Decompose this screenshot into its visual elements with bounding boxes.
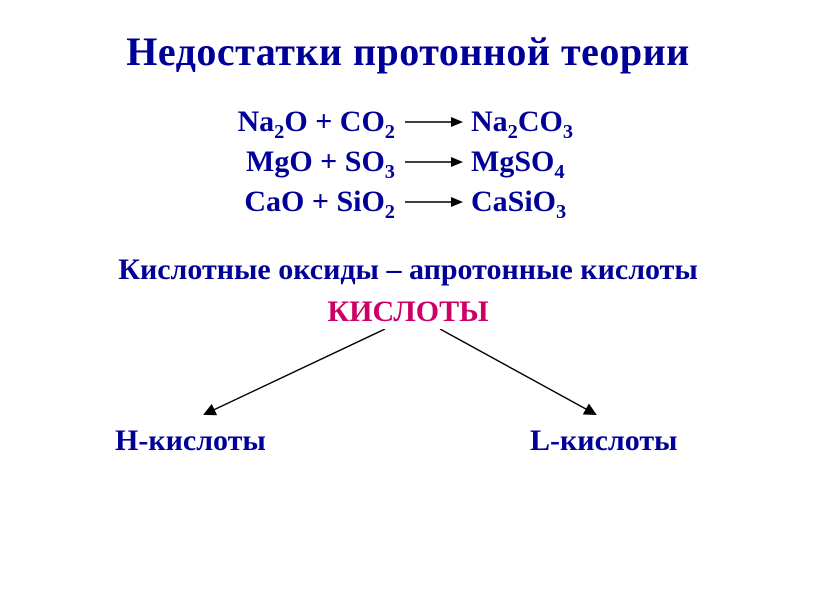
reaction-row: CaO + SiO2 CaSiO3: [193, 185, 623, 219]
formula-sub: 3: [556, 201, 566, 223]
formula-sub: 4: [554, 161, 564, 183]
reaction-row: MgO + SO3 MgSO4: [193, 145, 623, 179]
formula-sub: 2: [385, 201, 395, 223]
branch-diagram: H-кислоты L-кислоты: [0, 329, 816, 489]
formula-part: CO: [518, 105, 563, 138]
formula-part: Na: [471, 105, 508, 138]
statement-text: Кислотные оксиды – апротонные кислоты: [0, 253, 816, 287]
reaction-reagents: Na2O + CO2: [193, 105, 403, 139]
reaction-arrow-icon: [403, 195, 463, 209]
formula-part: O + CO: [284, 105, 384, 138]
formula-sub: 2: [385, 121, 395, 143]
branch-line-right: [440, 329, 595, 414]
acids-heading: КИСЛОТЫ: [0, 295, 816, 329]
reaction-products: Na2CO3: [463, 105, 623, 139]
formula-sub: 3: [385, 161, 395, 183]
reaction-row: Na2O + CO2 Na2CO3: [193, 105, 623, 139]
branch-label-left: H-кислоты: [115, 424, 266, 458]
reaction-products: CaSiO3: [463, 185, 623, 219]
branch-label-right: L-кислоты: [530, 424, 677, 458]
reaction-products: MgSO4: [463, 145, 623, 179]
reactions-block: Na2O + CO2 Na2CO3 MgO + SO3 MgSO4 CaO + …: [0, 105, 816, 219]
branch-arrow-right-icon: [0, 329, 816, 489]
formula-part: MgSO: [471, 145, 554, 178]
formula-sub: 2: [274, 121, 284, 143]
formula-sub: 2: [508, 121, 518, 143]
reaction-arrow-icon: [403, 115, 463, 129]
reaction-reagents: MgO + SO3: [193, 145, 403, 179]
reaction-arrow-icon: [403, 155, 463, 169]
reaction-reagents: CaO + SiO2: [193, 185, 403, 219]
formula-part: MgO + SO: [246, 145, 385, 178]
formula-part: CaSiO: [471, 185, 556, 218]
slide-title: Недостатки протонной теории: [0, 0, 816, 75]
formula-part: Na: [237, 105, 274, 138]
formula-part: CaO + SiO: [244, 185, 384, 218]
formula-sub: 3: [563, 121, 573, 143]
